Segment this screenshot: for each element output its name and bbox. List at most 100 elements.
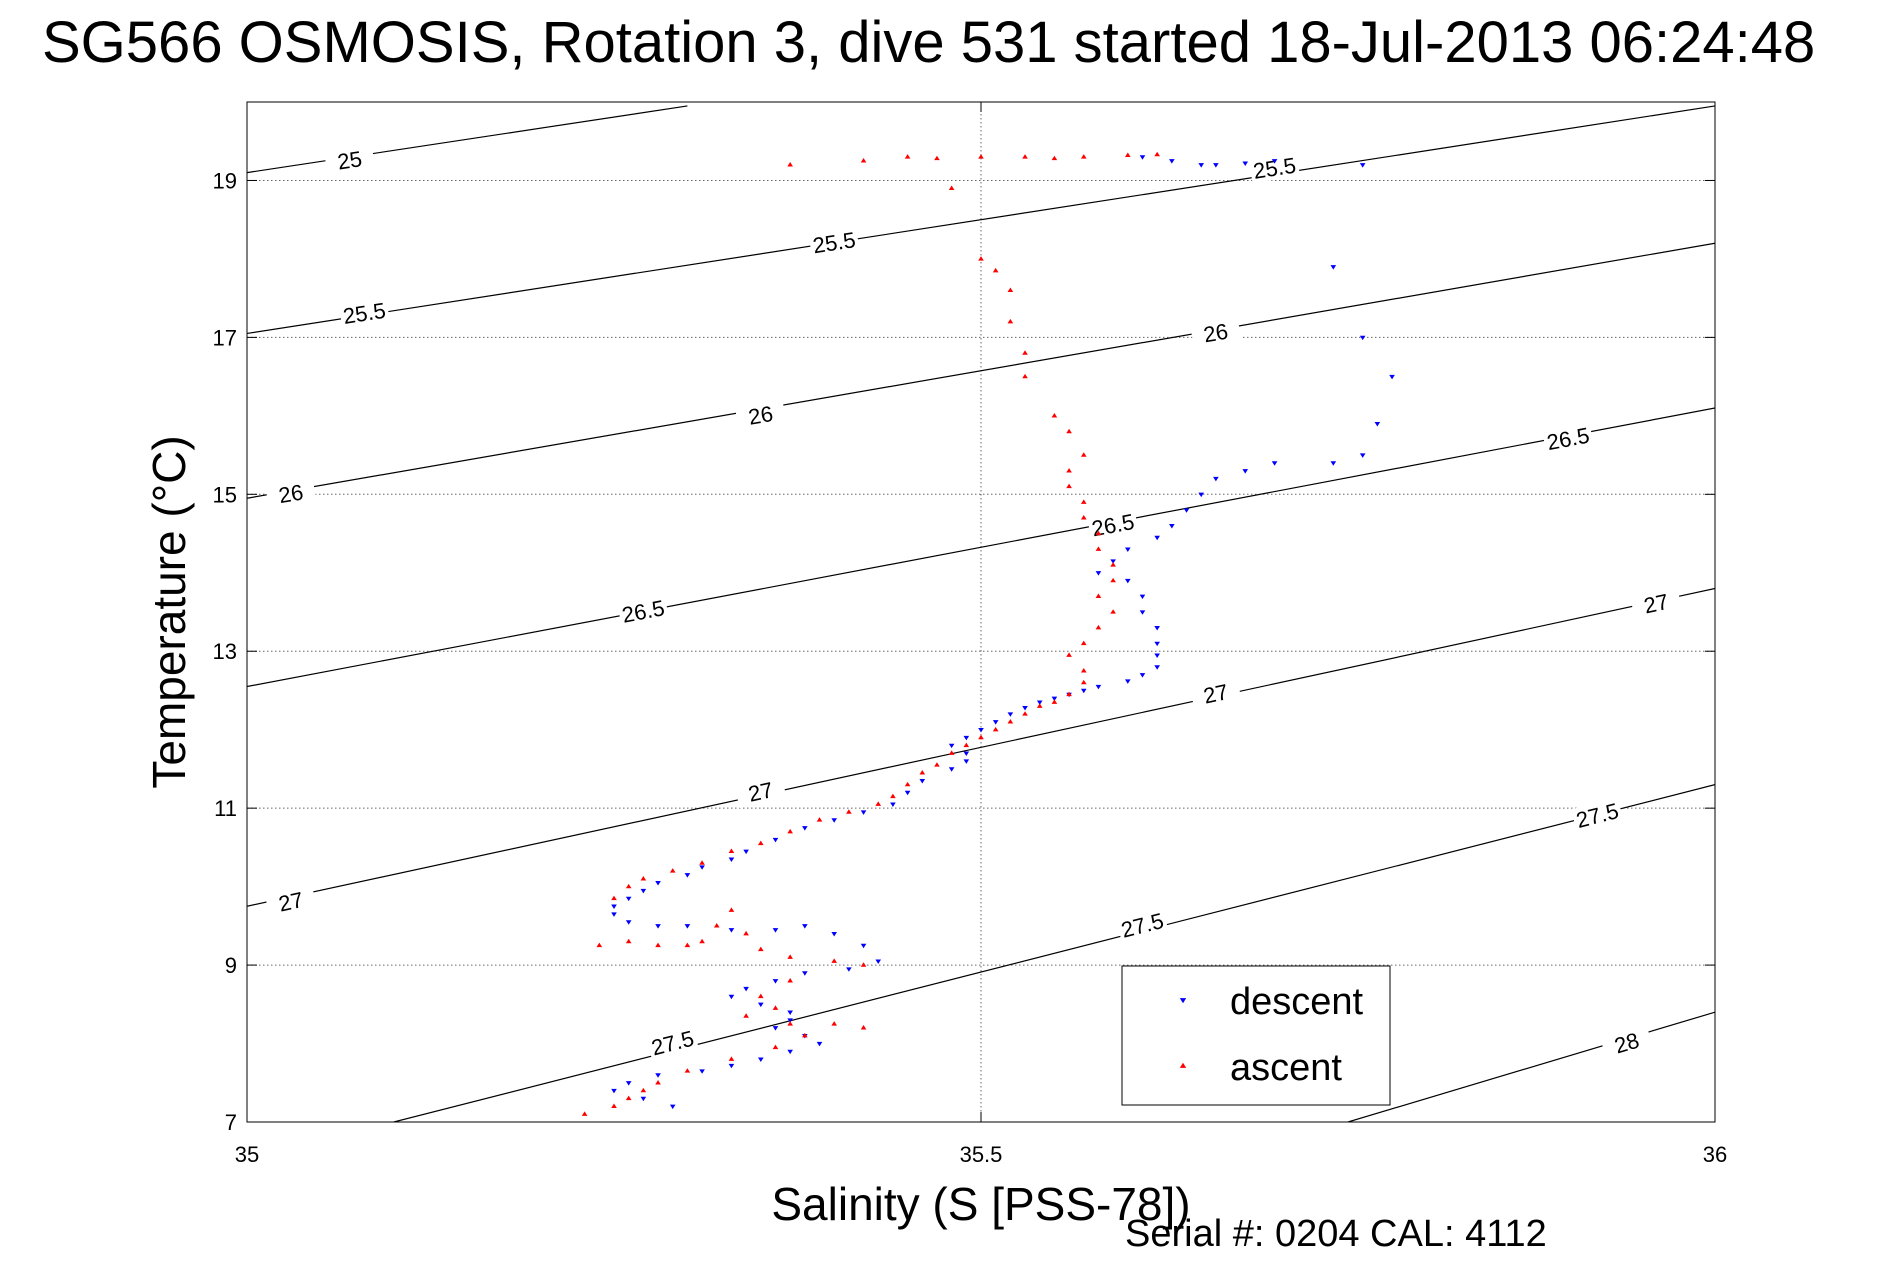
ascent-point (1007, 719, 1014, 724)
ascent-point (1095, 530, 1102, 536)
descent-point (978, 728, 984, 733)
descent-point (1271, 159, 1278, 164)
descent-point (655, 1073, 661, 1078)
descent-point (992, 720, 999, 725)
contour-label-bg (734, 774, 787, 809)
ascent-point (831, 958, 837, 963)
plot-area (247, 102, 1715, 1122)
ascent-point (743, 1013, 749, 1018)
ascent-point (1080, 668, 1087, 673)
contour-label-bg (1630, 586, 1683, 620)
descent-point (758, 1002, 764, 1008)
descent-point (1271, 461, 1278, 466)
descent-point (963, 759, 970, 764)
descent-point (831, 818, 837, 823)
ascent-point (1007, 287, 1014, 292)
ascent-point (992, 267, 999, 273)
ascent-point (978, 734, 984, 740)
ascent-point (1051, 155, 1058, 161)
descent-point (1080, 688, 1087, 694)
axis-ticks: 35 35.5 36 7 9 11 13 15 17 19 (213, 102, 1727, 1167)
descent-point (611, 912, 617, 917)
descent-point (1139, 610, 1146, 615)
contour-label-bg (1571, 797, 1624, 833)
ascent-point (1051, 699, 1058, 704)
descent-point (1213, 476, 1219, 482)
contour-label-bg (324, 144, 376, 176)
ascent-point (640, 1087, 647, 1093)
ascent-point (611, 1103, 617, 1108)
ascent-point (1095, 546, 1102, 551)
descent-point (1154, 641, 1160, 647)
x-tick-label: 36 (1703, 1142, 1727, 1167)
descent-point (1154, 626, 1160, 631)
contour-label-bg (1116, 907, 1169, 943)
descent-point (1330, 461, 1337, 466)
legend-box (1121, 965, 1391, 1106)
contour-label: 26 (277, 479, 305, 508)
ascent-point (919, 770, 926, 775)
descent-point (684, 924, 691, 929)
descent-point (1169, 524, 1175, 529)
ascent-point (1080, 515, 1087, 520)
ascent-point (669, 868, 676, 873)
descent-point (787, 1049, 793, 1055)
contour-label: 27 (276, 887, 305, 917)
ascent-point (1022, 350, 1028, 355)
descent-point (816, 1041, 823, 1047)
descent-point (1359, 335, 1366, 341)
ascent-point (846, 809, 852, 814)
ascent-point (802, 1032, 808, 1038)
legend-label-ascent: ascent (1230, 1047, 1342, 1089)
ascent-point (1080, 499, 1087, 504)
ascent-point (1154, 151, 1160, 157)
ascent-point (758, 840, 764, 846)
ascent-point (978, 256, 984, 261)
y-tick-label: 13 (213, 639, 237, 664)
ascent-point (1110, 562, 1116, 567)
descent-point (772, 837, 779, 843)
descent-point (1213, 163, 1219, 168)
descent-point (684, 873, 691, 878)
contour-label-bg (1600, 1024, 1654, 1061)
descent-point (1125, 547, 1131, 553)
ascent-point (1080, 452, 1087, 457)
ascent-point (787, 828, 793, 834)
grid-lines (247, 102, 1715, 1122)
descent-point (875, 959, 882, 964)
descent-point (625, 920, 632, 925)
descent-point (904, 790, 911, 796)
chart-title: SG566 OSMOSIS, Rotation 3, dive 531 star… (42, 10, 1815, 75)
ascent-point (699, 860, 705, 865)
descent-point (1139, 594, 1146, 600)
descent-point (728, 857, 735, 862)
contour-line (393, 784, 1715, 1122)
contour-label-bg (1542, 422, 1594, 455)
y-tick-label: 15 (213, 482, 237, 507)
descent-point (1183, 508, 1190, 513)
descent-point (890, 802, 896, 808)
ascent-point (787, 1021, 793, 1026)
descent-point (728, 994, 735, 1000)
ascent-point (625, 883, 632, 889)
ascent-point (934, 155, 940, 161)
descent-point (743, 849, 749, 855)
y-tick-label: 7 (225, 1110, 237, 1135)
ascent-point (772, 1044, 779, 1050)
descent-point (1154, 535, 1160, 541)
ascent-point (596, 942, 603, 948)
descent-point (787, 1010, 793, 1015)
ascent-point (787, 977, 793, 983)
contour-label: 26 (1202, 319, 1230, 348)
contour-line (247, 105, 1715, 335)
y-tick-label: 17 (213, 325, 237, 350)
descent-point (860, 810, 867, 815)
descent-point (772, 1026, 779, 1031)
descent-point (1169, 159, 1175, 164)
ascent-point (1051, 413, 1058, 418)
descent-point (640, 1096, 647, 1102)
ascent-point (772, 1005, 779, 1010)
legend-label-descent: descent (1230, 981, 1364, 1023)
descent-point (772, 928, 779, 933)
ascent-point (1036, 703, 1043, 708)
